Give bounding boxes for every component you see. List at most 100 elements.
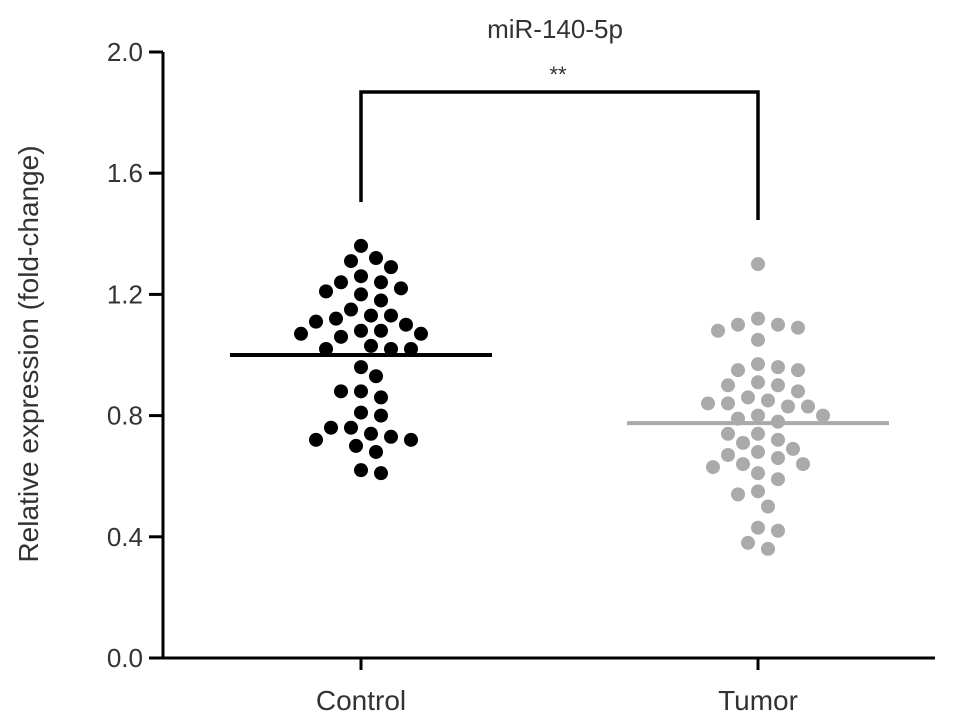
control-point [374,466,388,481]
control-point [334,384,348,399]
control-point [374,293,388,308]
control-point [354,384,368,399]
control-point [384,260,398,275]
control-point [374,275,388,290]
tumor-point [771,432,785,447]
tumor-point [761,499,775,514]
y-tick-label: 0.0 [107,643,143,673]
tumor-point [711,323,725,338]
control-point [404,432,418,447]
tumor-point [761,541,775,556]
control-point [414,326,428,341]
control-point [354,323,368,338]
control-point [364,308,378,323]
control-point [354,360,368,375]
tumor-point [751,466,765,481]
tumor-point [721,396,735,411]
control-point [354,269,368,284]
tumor-point [731,487,745,502]
chart-title: miR-140-5p [487,14,623,44]
tumor-point [781,399,795,414]
x-tick-label: Control [316,685,406,716]
control-point [309,432,323,447]
control-point [374,408,388,423]
control-point [349,438,363,453]
bracket-line [359,90,760,220]
tumor-point [786,441,800,456]
tumor-point [771,360,785,375]
control-point [334,329,348,344]
control-point [354,287,368,302]
tumor-point [751,357,765,372]
tumor-point [721,378,735,393]
control-point [344,420,358,435]
tumor-point [751,444,765,459]
control-point [364,426,378,441]
tumor-point [771,317,785,332]
y-tick-label: 2.0 [107,37,143,67]
control-point [354,405,368,420]
control-point [319,341,333,356]
tumor-point [706,460,720,475]
significance-label: ** [549,62,567,87]
control-point [369,251,383,266]
control-point [294,326,308,341]
tumor-point [796,457,810,472]
tumor-point [741,390,755,405]
tumor-point [771,451,785,466]
control-point [334,275,348,290]
control-point [319,284,333,299]
tumor-point [721,426,735,441]
control-point [354,238,368,253]
tumor-point [751,332,765,347]
y-tick-label: 0.4 [107,522,143,552]
y-tick-label: 1.6 [107,158,143,188]
y-tick-label: 1.2 [107,279,143,309]
control-point [354,463,368,478]
control-point [309,314,323,329]
tumor-point [771,523,785,538]
control-point [384,308,398,323]
tumor-point [751,484,765,499]
control-point [384,429,398,444]
control-point [404,341,418,356]
control-point [344,254,358,269]
control-point [329,311,343,326]
tumor-point [801,399,815,414]
control-point [374,390,388,405]
control-point [364,338,378,353]
control-point [369,444,383,459]
tumor-point [771,472,785,487]
tumor-point [751,426,765,441]
y-tick-label: 0.8 [107,401,143,431]
control-point [399,317,413,332]
tumor-point [736,457,750,472]
data-points [294,238,830,556]
control-point [344,302,358,317]
tumor-point [731,317,745,332]
tumor-point [791,320,805,335]
mean-lines [230,353,889,426]
control-point [384,341,398,356]
tumor-point [751,408,765,423]
tumor-point [721,447,735,462]
axes: 0.0 0.4 0.8 1.2 1.6 2.0 Control Tumor [107,37,935,716]
tumor-point [791,363,805,378]
tumor-point [791,384,805,399]
tumor-point [751,257,765,272]
tumor-point [771,378,785,393]
significance-bracket [359,90,760,220]
tumor-point [736,435,750,450]
tumor-point [751,520,765,535]
tumor-point [741,535,755,550]
tumor-point [731,363,745,378]
y-axis-label: Relative expression (fold-change) [13,145,44,562]
tumor-point [816,408,830,423]
control-point [369,369,383,384]
control-point [374,323,388,338]
x-tick-label: Tumor [718,685,798,716]
tumor-point [701,396,715,411]
tumor-point [751,311,765,326]
control-point [394,281,408,296]
